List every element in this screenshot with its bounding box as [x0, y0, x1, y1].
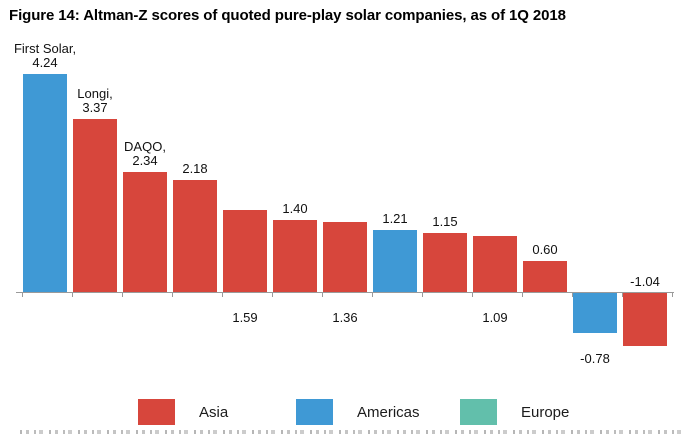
- axis-tick: [172, 293, 173, 297]
- axis-tick: [672, 293, 673, 297]
- asia-swatch-icon: [138, 399, 175, 425]
- bar-label-1.09: 1.09: [482, 310, 508, 325]
- x-axis-line: [16, 292, 674, 293]
- axis-tick: [622, 293, 623, 297]
- bar-label-1.04: -1.04: [630, 274, 660, 289]
- axis-tick: [272, 293, 273, 297]
- axis-tick: [322, 293, 323, 297]
- bar-2.18: [173, 180, 217, 292]
- bar-first-solar: [23, 74, 67, 292]
- axis-tick: [122, 293, 123, 297]
- figure-title: Figure 14: Altman-Z scores of quoted pur…: [9, 7, 566, 24]
- legend-label-americas: Americas: [357, 403, 420, 421]
- bar-label-first-solar: First Solar, 4.24: [13, 41, 77, 71]
- axis-tick: [222, 293, 223, 297]
- americas-swatch-icon: [296, 399, 333, 425]
- bar-0.60: [523, 261, 567, 292]
- bar-daqo: [123, 171, 167, 292]
- bar-longi: [73, 119, 117, 292]
- axis-tick: [522, 293, 523, 297]
- bar-label-0.60: 0.60: [532, 242, 558, 258]
- bar-label-1.15: 1.15: [432, 214, 458, 229]
- legend-item-europe: Europe: [460, 399, 569, 425]
- legend-item-asia: Asia: [138, 399, 228, 425]
- bar-label-1.36: 1.36: [332, 310, 358, 325]
- bar-label-daqo: DAQO, 2.34: [124, 138, 166, 168]
- legend-item-americas: Americas: [296, 399, 420, 425]
- bar-1.21: [373, 229, 417, 292]
- axis-tick: [72, 293, 73, 297]
- chart-legend: Asia Americas Europe: [0, 399, 687, 425]
- bar-label-0.78: -0.78: [580, 351, 610, 366]
- bar-label-longi: Longi, 3.37: [77, 86, 113, 116]
- bar-1.09: [473, 236, 517, 292]
- bar-1.15: [423, 233, 467, 292]
- bar-label-1.40: 1.40: [282, 201, 308, 217]
- bar-label-1.21: 1.21: [382, 210, 408, 226]
- bar-0.78: [573, 293, 617, 333]
- bar-1.04: [623, 293, 667, 347]
- axis-tick: [372, 293, 373, 297]
- bar-1.59: [223, 210, 267, 292]
- axis-tick: [472, 293, 473, 297]
- axis-tick: [572, 293, 573, 297]
- axis-tick: [422, 293, 423, 297]
- bar-1.40: [273, 220, 317, 292]
- europe-swatch-icon: [460, 399, 497, 425]
- bar-label-2.18: 2.18: [182, 161, 208, 177]
- bar-1.36: [323, 222, 367, 292]
- cropped-source-text: [20, 430, 683, 434]
- bar-label-1.59: 1.59: [232, 310, 258, 325]
- axis-tick: [22, 293, 23, 297]
- legend-label-europe: Europe: [521, 403, 570, 421]
- legend-label-asia: Asia: [199, 403, 229, 421]
